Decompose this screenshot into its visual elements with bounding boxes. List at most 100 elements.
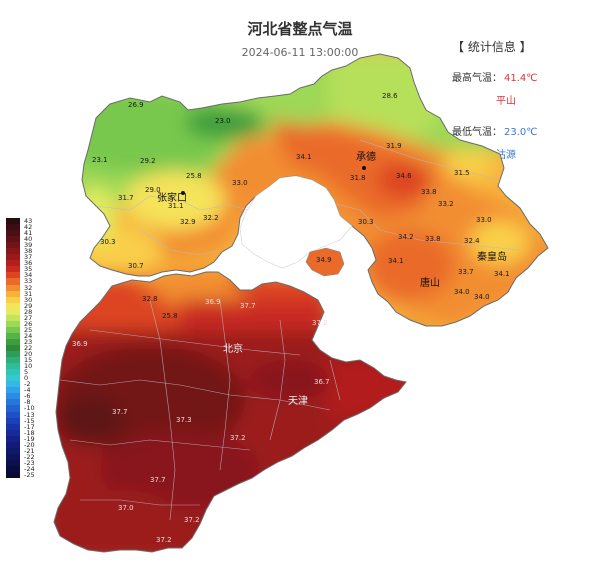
legend-label: 22 bbox=[24, 343, 33, 352]
legend-entry: -21 bbox=[6, 447, 38, 455]
legend-entry: 20 bbox=[6, 350, 38, 358]
legend-entry: -25 bbox=[6, 470, 38, 479]
legend-label: -6 bbox=[24, 392, 31, 401]
station-temperature: 32.2 bbox=[203, 214, 219, 222]
legend-label: 27 bbox=[24, 313, 33, 322]
legend-entry: 31 bbox=[6, 289, 38, 298]
legend-swatch bbox=[6, 236, 20, 243]
legend-label: 10 bbox=[24, 362, 33, 371]
legend-label: -25 bbox=[24, 470, 35, 479]
city-label: 承德 bbox=[356, 150, 376, 163]
legend-entry: -6 bbox=[6, 392, 38, 401]
legend-label: 42 bbox=[24, 223, 33, 232]
legend-label: 33 bbox=[24, 277, 33, 286]
station-temperature: 30.3 bbox=[358, 218, 374, 226]
min-temp-value: 23.0℃ bbox=[504, 127, 538, 138]
station-temperature: 31.1 bbox=[168, 202, 184, 210]
legend-swatch bbox=[6, 254, 20, 261]
station-temperature: 30.3 bbox=[100, 238, 116, 246]
legend-entry: 43 bbox=[6, 217, 38, 225]
station-temperature: 25.8 bbox=[162, 312, 178, 320]
legend-swatch bbox=[6, 314, 20, 321]
legend-entry: 27 bbox=[6, 313, 38, 322]
legend-entry: 36 bbox=[6, 259, 38, 267]
legend-swatch bbox=[6, 351, 20, 358]
legend-entry: 23 bbox=[6, 337, 38, 346]
county-boundaries bbox=[59, 139, 521, 521]
station-temperature: 31.5 bbox=[454, 169, 470, 177]
legend-label: 32 bbox=[24, 283, 33, 292]
legend-swatch bbox=[6, 266, 20, 273]
legend-swatch bbox=[6, 369, 20, 376]
max-temp-value: 41.4℃ bbox=[504, 73, 538, 84]
station-temperature: 29.0 bbox=[145, 186, 161, 194]
legend-entry: -19 bbox=[6, 435, 38, 443]
legend-swatch bbox=[6, 405, 20, 412]
legend-label: 38 bbox=[24, 247, 33, 256]
legend-entry: 38 bbox=[6, 247, 38, 256]
legend-entry: -20 bbox=[6, 441, 38, 449]
legend-label: -10 bbox=[24, 404, 35, 413]
legend-label: 39 bbox=[24, 241, 33, 250]
legend-label: -15 bbox=[24, 416, 35, 425]
legend-label: -22 bbox=[24, 452, 35, 461]
station-temperature: 37.2 bbox=[184, 516, 200, 524]
legend-label: 31 bbox=[24, 289, 33, 298]
city-label: 天津 bbox=[288, 395, 308, 407]
legend-swatch bbox=[6, 459, 20, 466]
legend-swatch bbox=[6, 284, 20, 291]
legend-swatch bbox=[6, 218, 20, 225]
legend-swatch bbox=[6, 260, 20, 267]
station-temperature: 37.2 bbox=[156, 536, 172, 544]
legend-label: 43 bbox=[24, 217, 33, 225]
legend-swatch bbox=[6, 423, 20, 430]
station-temperature: 37.0 bbox=[118, 504, 134, 512]
legend-entry: 26 bbox=[6, 320, 38, 328]
legend-label: -23 bbox=[24, 458, 35, 467]
legend-swatch bbox=[6, 326, 20, 333]
station-temperature: 29.2 bbox=[140, 157, 156, 165]
legend-label: 15 bbox=[24, 356, 33, 365]
legend-swatch bbox=[6, 272, 20, 279]
legend-entry: -10 bbox=[6, 404, 38, 413]
station-temperature: 37.7 bbox=[150, 476, 166, 484]
station-temperature: 26.9 bbox=[128, 101, 144, 109]
legend-swatch bbox=[6, 338, 20, 345]
city-marker bbox=[362, 166, 366, 170]
legend-entry: -2 bbox=[6, 380, 38, 388]
station-temperature: 36.9 bbox=[205, 298, 221, 306]
legend-label: -24 bbox=[24, 464, 35, 473]
min-temp-row: 最低气温： 23.0℃ bbox=[452, 123, 572, 138]
station-temperature: 31.8 bbox=[350, 174, 366, 182]
legend-label: 24 bbox=[24, 331, 33, 340]
city-label: 唐山 bbox=[420, 276, 440, 289]
station-temperature: 33.0 bbox=[232, 179, 248, 187]
max-temp-row: 最高气温： 41.4℃ bbox=[452, 69, 572, 84]
legend-swatch bbox=[6, 224, 20, 231]
legend-entry: 41 bbox=[6, 229, 38, 237]
legend-label: 30 bbox=[24, 295, 33, 304]
legend-entry: 5 bbox=[6, 368, 38, 376]
station-temperature: 34.1 bbox=[296, 153, 312, 161]
statistics-panel: 【 统计信息 】 最高气温： 41.4℃ 平山 最低气温： 23.0℃ 沽源 bbox=[452, 38, 572, 177]
min-temp-station: 沽源 bbox=[496, 150, 516, 161]
city-labels: 张家口 承德 秦皇岛 唐山 天津 北京 bbox=[157, 150, 507, 407]
legend-entry: -15 bbox=[6, 416, 38, 425]
station-temperature: 33.0 bbox=[476, 216, 492, 224]
station-temperature: 34.0 bbox=[454, 288, 470, 296]
legend-swatch bbox=[6, 344, 20, 352]
legend-swatch bbox=[6, 320, 20, 327]
legend-label: 34 bbox=[24, 271, 33, 280]
statistics-heading: 【 统计信息 】 bbox=[452, 40, 532, 54]
legend-label: 23 bbox=[24, 337, 33, 346]
legend-entry: -17 bbox=[6, 423, 38, 431]
legend-swatch bbox=[6, 375, 20, 382]
legend-entry: 40 bbox=[6, 235, 38, 243]
legend-label: 37 bbox=[24, 253, 33, 262]
legend-entry: 10 bbox=[6, 362, 38, 371]
station-temperature: 36.7 bbox=[314, 378, 330, 386]
legend-label: -8 bbox=[24, 398, 31, 407]
max-temp-station: 平山 bbox=[496, 96, 516, 107]
